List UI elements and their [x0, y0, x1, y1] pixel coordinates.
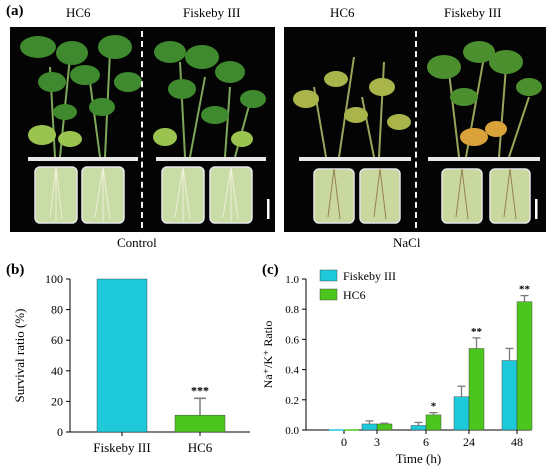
bar-fiskeby [361, 423, 378, 431]
significance-mark: ** [519, 284, 531, 296]
bar-hc6 [376, 423, 393, 431]
na-k-ratio-chart: 0.0 0.2 0.4 0.6 0.8 1.0 Na⁺/K⁺ Ratio Time (h) 0 3… [261, 269, 533, 466]
control-plants-illustration [20, 35, 270, 224]
bar-fiskeby [453, 396, 470, 431]
significance-mark: * [431, 401, 437, 413]
legend-swatch [319, 288, 338, 301]
y-tick-label: 40 [51, 364, 63, 378]
x-tick-label: Fiskeby III [93, 440, 150, 455]
panel-c-letter: (c) [262, 262, 279, 278]
y-tick-label: 0.2 [285, 395, 299, 407]
control-hc6-label: HC6 [66, 5, 91, 20]
bar-fiskeby [501, 360, 518, 431]
y-tick-label: 0.6 [285, 334, 299, 346]
bar [96, 278, 148, 433]
nacl-caption: NaCl [393, 235, 421, 250]
control-plants-photo [10, 27, 275, 232]
nacl-fiskeby-label: Fiskeby III [444, 5, 502, 20]
y-tick-label: 1.0 [285, 274, 299, 286]
nacl-hc6-label: HC6 [330, 5, 355, 20]
y-tick-label: 0.8 [285, 304, 299, 316]
y-tick-label: 60 [51, 333, 63, 347]
bar-hc6 [425, 414, 442, 431]
nacl-plants-illustration [293, 41, 542, 224]
panel-b-letter: (b) [6, 262, 25, 278]
legend-label: HC6 [343, 288, 366, 302]
x-axis-title: Time (h) [396, 451, 441, 466]
y-axis-title: Survival ratio (%) [12, 309, 27, 403]
control-caption: Control [117, 235, 157, 250]
y-axis-title: Na⁺/K⁺ Ratio [261, 321, 275, 389]
significance-mark: *** [191, 383, 209, 397]
x-tick-label: 0 [341, 435, 347, 449]
panel-a-letter: (a) [6, 3, 24, 19]
nacl-plants-photo [284, 27, 546, 232]
survival-chart: 0 20 40 60 80 100 Survival ratio (%) Fiskeby II… [12, 272, 250, 455]
x-tick-label: 6 [423, 435, 429, 449]
y-tick-label: 20 [51, 394, 63, 408]
y-tick-label: 0 [57, 425, 63, 439]
x-tick-label: 48 [511, 435, 523, 449]
control-fiskeby-label: Fiskeby III [183, 5, 241, 20]
y-tick-label: 0.0 [285, 425, 299, 437]
bar-hc6 [468, 348, 485, 431]
legend-label: Fiskeby III [343, 269, 396, 283]
bar-hc6 [516, 301, 533, 431]
significance-mark: ** [471, 326, 483, 338]
legend-swatch [319, 269, 338, 282]
y-tick-label: 80 [51, 303, 63, 317]
y-tick-label: 100 [45, 272, 63, 286]
x-tick-label: 24 [463, 435, 475, 449]
x-tick-label: HC6 [188, 440, 213, 455]
bar-fiskeby [410, 425, 427, 431]
y-tick-label: 0.4 [285, 365, 299, 377]
bar [174, 414, 226, 433]
x-tick-label: 3 [374, 435, 380, 449]
